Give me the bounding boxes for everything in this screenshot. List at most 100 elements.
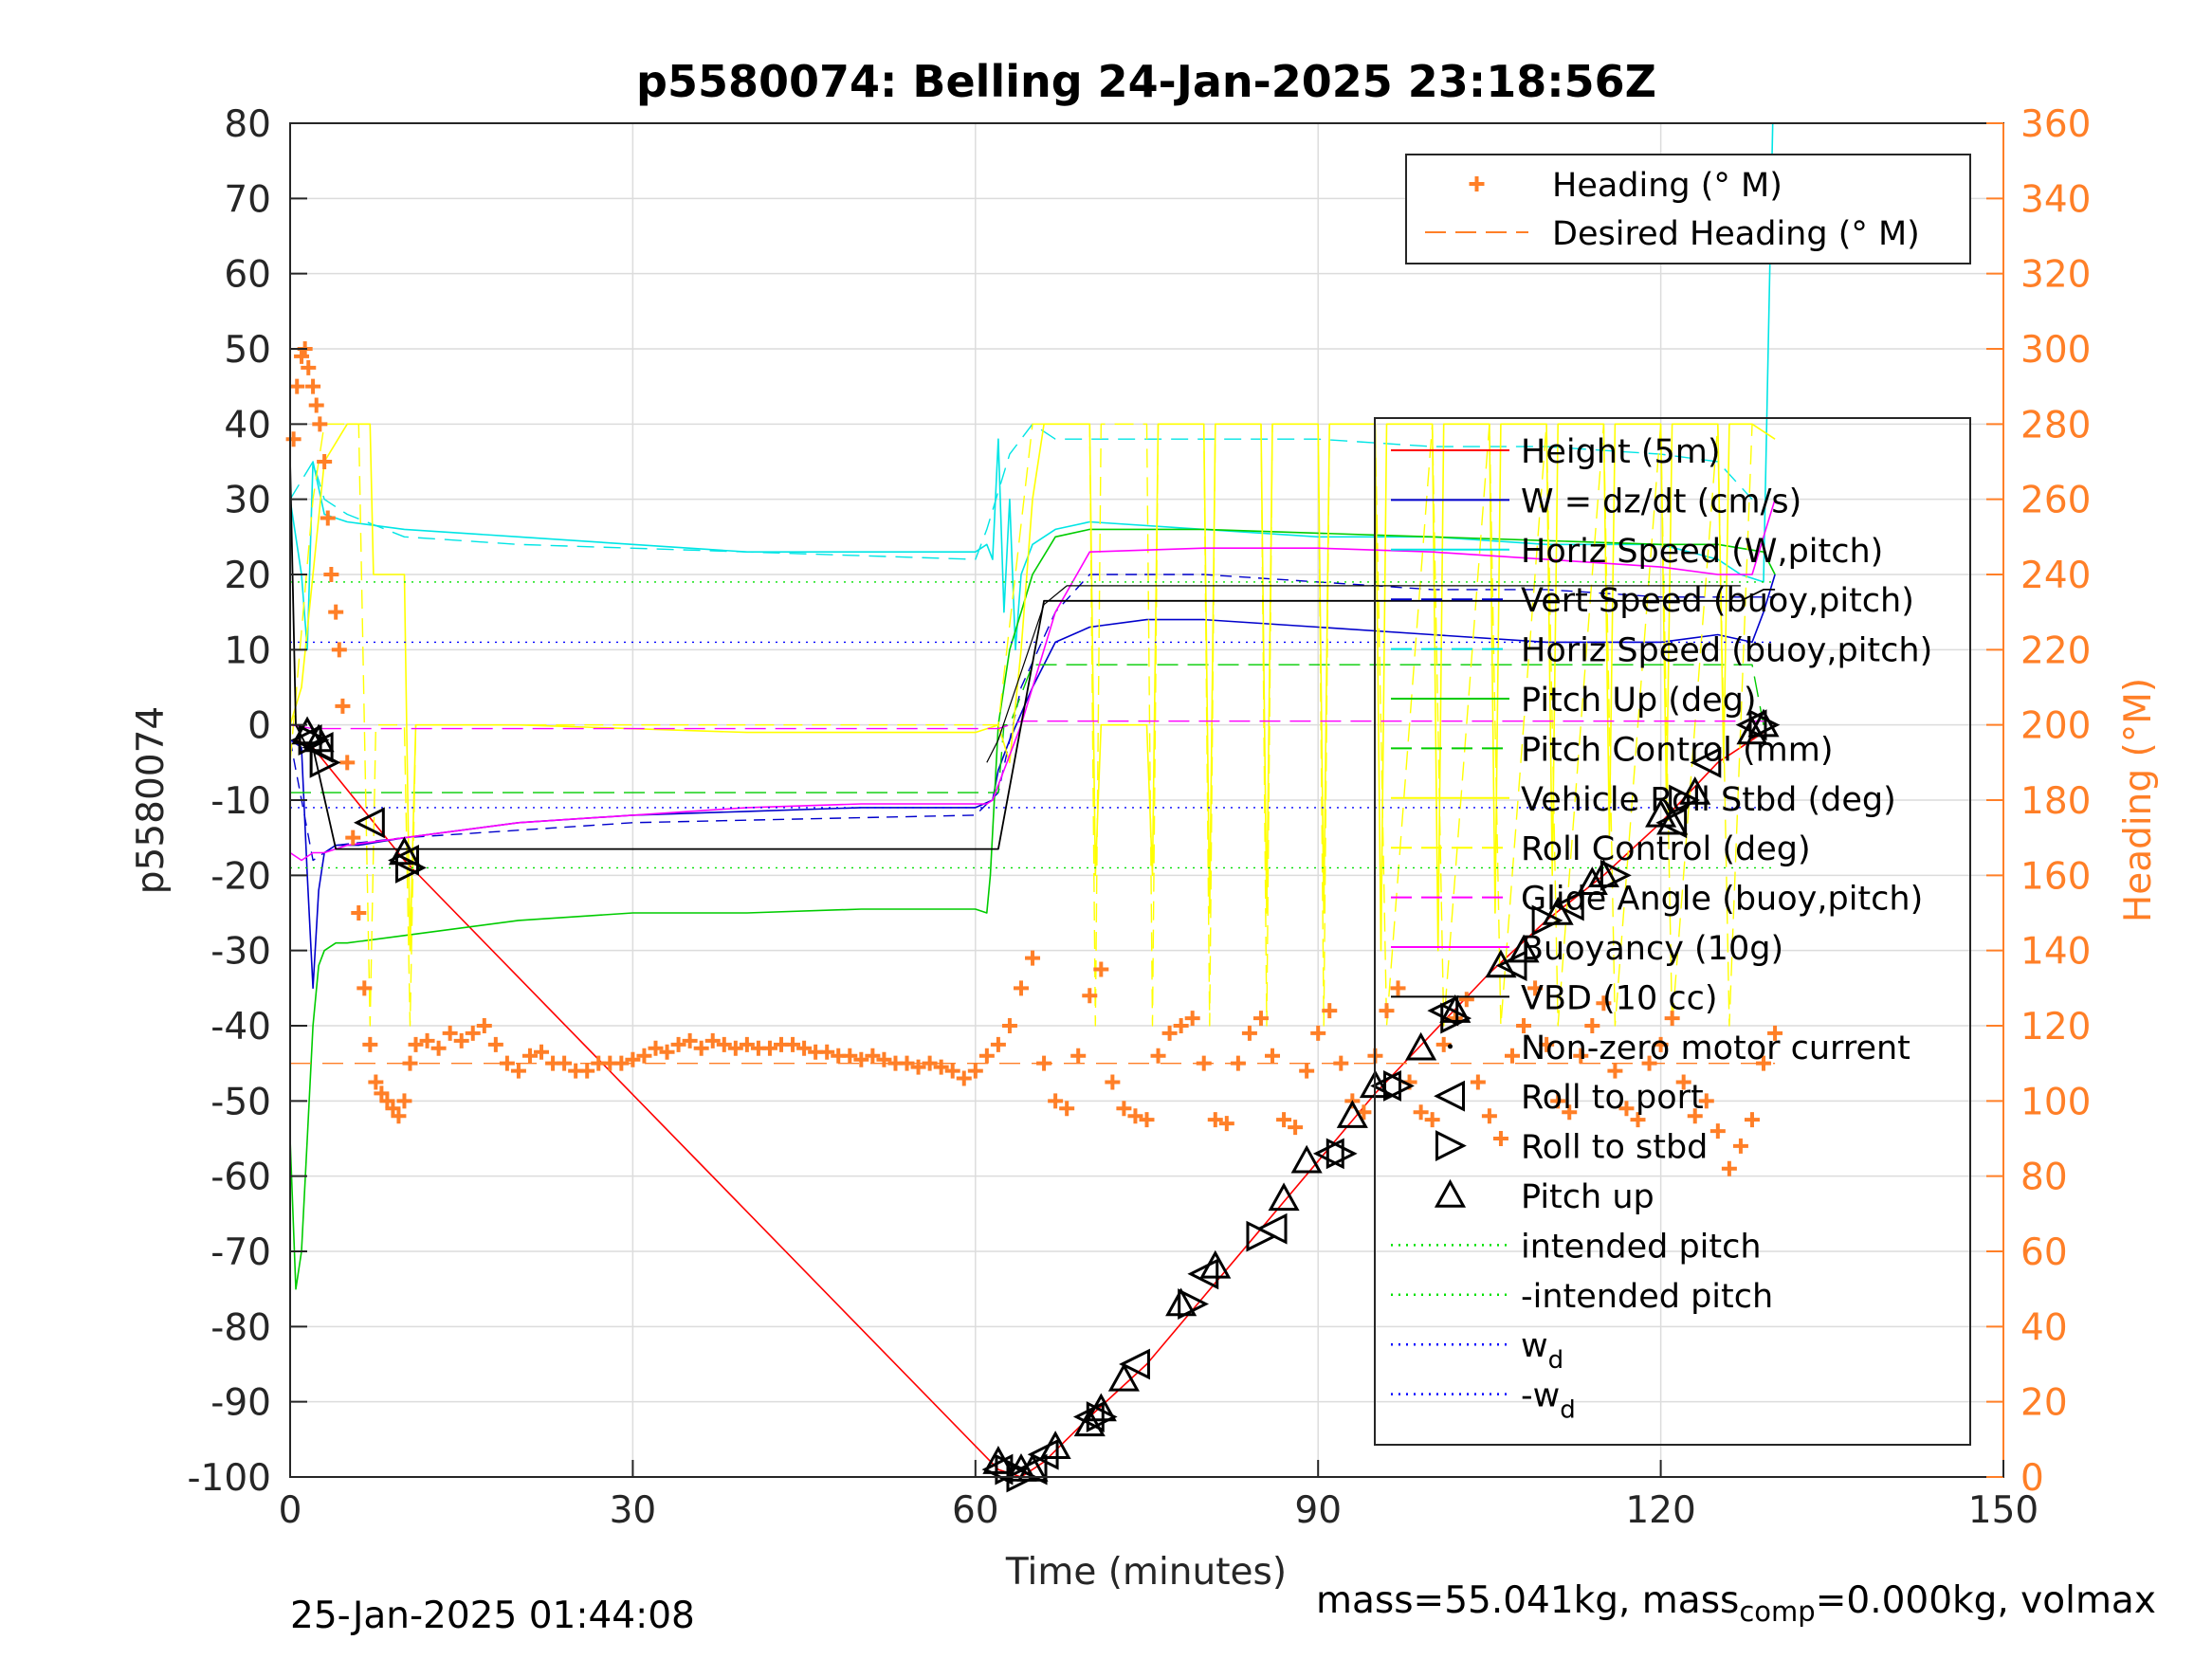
heading-point — [1218, 1116, 1234, 1132]
heading-point — [1481, 1108, 1497, 1124]
roll-stbd-marker — [394, 851, 427, 884]
heading-point — [1025, 950, 1041, 966]
heading-point — [453, 1032, 469, 1048]
heading-point — [305, 378, 321, 394]
y-tick-label: 80 — [224, 103, 271, 146]
y2-tick-label: 280 — [2020, 404, 2091, 447]
heading-point — [351, 905, 367, 921]
y-tick-label: 10 — [224, 629, 271, 672]
roll-port-marker — [1119, 1348, 1150, 1380]
heading-point — [1241, 1025, 1257, 1041]
legend-label: wd — [1521, 1327, 1563, 1375]
x-axis-label: Time (minutes) — [1005, 1551, 1287, 1594]
legend-label: VBD (10 cc) — [1521, 979, 1718, 1017]
pitch-up-marker — [1405, 1031, 1437, 1061]
heading-point — [1105, 1074, 1121, 1090]
heading-point — [1252, 1011, 1269, 1027]
legend-label-text: Buoyancy (10g) — [1521, 930, 1783, 968]
heading-point — [1470, 1074, 1486, 1090]
heading-point — [910, 1059, 926, 1075]
main-legend-items: Height (5m) W = dz/dt (cm/s) Horiz Speed (… — [1391, 433, 1932, 1425]
y-tick-label: 50 — [224, 329, 271, 372]
roll-stbd-marker — [1383, 1070, 1415, 1102]
series-glide — [289, 720, 1776, 730]
series-buoy — [289, 499, 1776, 862]
y-tick-label: -100 — [187, 1457, 271, 1500]
heading-point — [1573, 1048, 1589, 1064]
legend-label-text: Glide Angle (buoy,pitch) — [1521, 881, 1923, 919]
heading-point — [1721, 1160, 1737, 1176]
series-roll_ctl — [289, 423, 1753, 1027]
legend-label-text: VBD (10 cc) — [1521, 979, 1718, 1017]
y-tick-label: -60 — [210, 1157, 271, 1199]
legend-label: Vert Speed (buoy,pitch) — [1521, 582, 1914, 620]
heading-point — [408, 1036, 424, 1052]
x-tick-label: 150 — [1968, 1489, 2038, 1532]
pitch-up-marker — [1439, 994, 1472, 1023]
legend-label: Glide Angle (buoy,pitch) — [1521, 881, 1923, 919]
pitch-up-marker — [1508, 934, 1540, 963]
legend-sample — [1469, 176, 1485, 191]
heading-legend-items: Heading (° M) Desired Heading (° M) — [1425, 167, 1920, 253]
legend-label: Non-zero motor current — [1521, 1030, 1910, 1067]
y-tick-label: -80 — [210, 1306, 271, 1349]
y-tick-label: 30 — [224, 480, 271, 522]
roll-port-marker — [1187, 1258, 1219, 1290]
heading-legend-box — [1405, 154, 1971, 264]
pitch-up-marker — [1645, 798, 1677, 828]
footer-mass-suffix: =0.000kg, volmax — [1815, 1579, 2156, 1622]
legend-label-text: intended pitch — [1521, 1228, 1762, 1266]
roll-stbd-marker — [1440, 1002, 1472, 1034]
heading-point — [978, 1048, 995, 1064]
y2-tick-label: 360 — [2020, 103, 2091, 146]
y-tick-label: 20 — [224, 555, 271, 597]
heading-point — [1390, 980, 1406, 996]
heading-point — [1093, 961, 1109, 977]
heading-point — [1687, 1108, 1703, 1124]
y-tick-label: -30 — [210, 931, 271, 974]
heading-point — [320, 510, 336, 526]
heading-point — [1288, 1120, 1304, 1136]
y2-tick-label: 120 — [2020, 1006, 2091, 1048]
heading-point — [739, 1036, 755, 1052]
heading-point — [521, 1048, 538, 1064]
heading-point — [944, 1063, 960, 1079]
pitch-up-marker — [1336, 1100, 1368, 1128]
heading-point — [1516, 1018, 1532, 1033]
left-axis: -100-90-80-70-60-50-40-30-20-10010203040… — [187, 103, 307, 1500]
legend-label: Horiz Speed (W,pitch) — [1521, 533, 1883, 571]
main-legend-box — [1374, 417, 1971, 1446]
roll-port-marker — [353, 807, 385, 839]
legend-label: -wd — [1521, 1377, 1576, 1425]
heading-point — [396, 1093, 412, 1109]
series-pitch_ctl — [290, 664, 1764, 793]
heading-point — [1504, 1048, 1520, 1064]
series-pitch — [289, 528, 1776, 1290]
heading-point — [442, 1025, 458, 1041]
legend-sample — [1434, 1178, 1467, 1208]
legend-label-text: Horiz Speed (W,pitch) — [1521, 533, 1883, 571]
heading-point — [356, 980, 373, 996]
heading-point — [693, 1040, 709, 1056]
heading-point — [865, 1048, 881, 1064]
heading-point — [682, 1032, 698, 1048]
heading-point — [317, 454, 333, 469]
heading-point — [1562, 1104, 1578, 1121]
footer-mass-sub: comp — [1739, 1595, 1816, 1628]
roll-port-marker — [388, 845, 419, 876]
y2-tick-label: 240 — [2020, 555, 2091, 597]
heading-point — [1299, 1063, 1315, 1079]
y2-tick-label: 80 — [2020, 1157, 2068, 1199]
heading-point — [636, 1048, 652, 1064]
y-axis-label: p5580074 — [130, 706, 173, 894]
chart-title: p5580074: Belling 24-Jan-2025 23:18:56Z — [636, 56, 1656, 107]
heading-point — [1265, 1048, 1281, 1064]
heading-point — [967, 1063, 983, 1079]
heading-point — [1310, 1025, 1326, 1041]
legend-label-text: Height (5m) — [1521, 433, 1721, 471]
heading-point — [842, 1048, 858, 1064]
heading-point — [1150, 1048, 1166, 1064]
legend-label-text: Horiz Speed (buoy,pitch) — [1521, 632, 1932, 670]
legend-label: Desired Heading (° M) — [1552, 215, 1920, 253]
legend-sample — [1435, 1130, 1467, 1162]
